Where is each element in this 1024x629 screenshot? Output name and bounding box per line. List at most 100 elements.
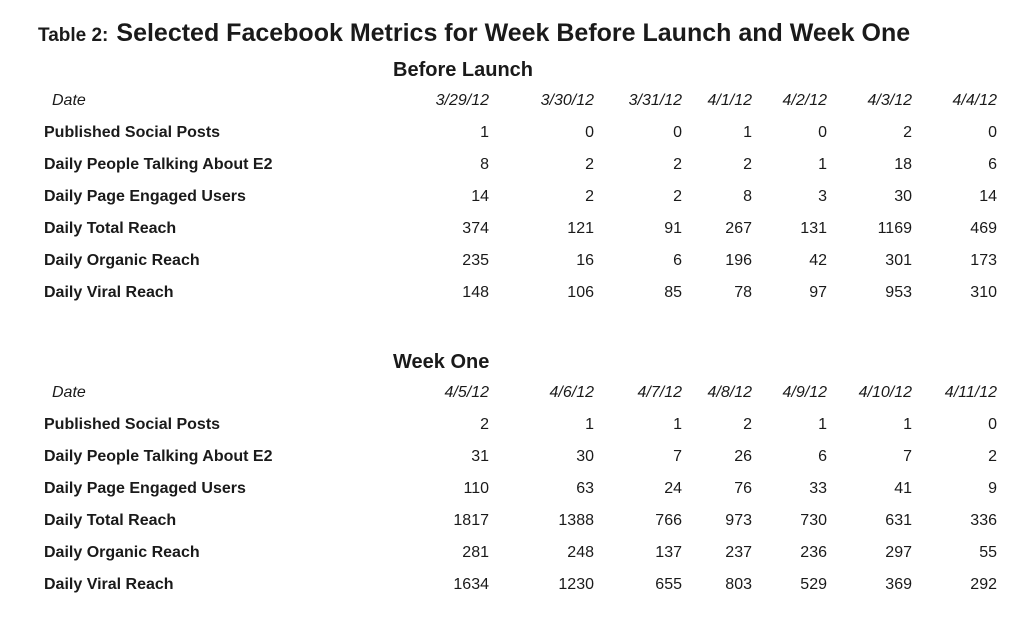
metric-value-cell: 7 [673,448,682,465]
metric-label: Published Social Posts [44,124,221,141]
table-section: Before Launch Date 3/29/12 3/30/12 3/31/12 4/… [38,55,1024,309]
date-header-cell: 4/3/12 [867,92,912,109]
date-header-cell: 3/29/12 [435,92,489,109]
date-header-cell: 4/2/12 [782,92,827,109]
metric-value-cell: 1 [818,416,827,433]
metric-value-cell: 235 [462,252,489,269]
metric-row: Daily Total Reach 374 121 91 267 131 1169 469 [38,213,997,245]
metric-value-cell: 803 [725,576,752,593]
metric-value-cell: 766 [655,512,682,529]
metric-value-cell: 8 [743,188,752,205]
metric-label: Daily Page Engaged Users [44,188,246,205]
metric-value-cell: 2 [743,156,752,173]
table-caption: Table 2: Selected Facebook Metrics for We… [38,12,1024,49]
date-header-cell: 4/4/12 [952,92,997,109]
metrics-table: Date 3/29/12 3/30/12 3/31/12 4/1/12 4/2/12 4/3… [38,85,997,309]
metric-value-cell: 2 [480,416,489,433]
metric-value-cell: 26 [734,448,752,465]
metric-row: Daily Total Reach 1817 1388 766 973 730 631 336 [38,505,997,537]
metric-value-cell: 85 [664,284,682,301]
metric-label: Daily Viral Reach [44,284,174,301]
date-header-cell: 4/5/12 [444,384,489,401]
metric-value-cell: 6 [988,156,997,173]
metric-value-cell: 248 [567,544,594,561]
metric-value-cell: 110 [463,480,489,497]
date-header-row: Date 3/29/12 3/30/12 3/31/12 4/1/12 4/2/12 4/3… [38,85,997,117]
metric-row: Daily Page Engaged Users 110 63 24 76 33 41 9 [38,473,997,505]
date-header-cell: 4/6/12 [549,384,594,401]
section-title: Week One [393,351,490,373]
metric-value-cell: 1169 [877,220,912,237]
metric-value-cell: 2 [585,156,594,173]
metric-value-cell: 6 [673,252,682,269]
metric-label: Daily Organic Reach [44,544,200,561]
metric-value-cell: 2 [673,156,682,173]
metric-value-cell: 63 [576,480,594,497]
metric-value-cell: 1 [673,416,682,433]
metric-label: Daily People Talking About E2 [44,448,273,465]
metric-value-cell: 2 [988,448,997,465]
date-header-cell: 4/1/12 [707,92,752,109]
metric-row: Published Social Posts 1 0 0 1 0 2 0 [38,117,997,149]
metric-value-cell: 2 [673,188,682,205]
date-header-cell: 4/11/12 [944,384,997,401]
metric-value-cell: 953 [885,284,912,301]
metric-value-cell: 31 [471,448,489,465]
metric-value-cell: 76 [734,480,752,497]
metric-row: Daily Organic Reach 235 16 6 196 42 301 173 [38,245,997,277]
metric-value-cell: 1817 [453,512,489,529]
metric-value-cell: 131 [800,220,827,237]
metric-value-cell: 973 [725,512,752,529]
metrics-table: Date 4/5/12 4/6/12 4/7/12 4/8/12 4/9/12 4/10/1… [38,377,997,601]
metric-value-cell: 55 [979,544,997,561]
metric-label: Daily Viral Reach [44,576,174,593]
metric-value-cell: 6 [818,448,827,465]
metric-value-cell: 7 [903,448,912,465]
metric-row: Daily Organic Reach 281 248 137 237 236 297 55 [38,537,997,569]
metric-value-cell: 148 [462,284,489,301]
metric-value-cell: 1 [818,156,827,173]
metric-row: Published Social Posts 2 1 1 2 1 1 0 [38,409,997,441]
date-header-cell: 4/8/12 [707,384,752,401]
date-header-cell: 3/30/12 [540,92,594,109]
metric-value-cell: 281 [462,544,489,561]
metric-label: Daily Total Reach [44,220,177,237]
metric-value-cell: 1230 [558,576,594,593]
metric-value-cell: 267 [725,220,752,237]
metric-value-cell: 336 [970,512,997,529]
metric-value-cell: 730 [800,512,827,529]
metric-value-cell: 0 [818,124,827,141]
metric-value-cell: 196 [725,252,752,269]
metric-value-cell: 16 [576,252,594,269]
section-title: Before Launch [393,59,534,81]
metric-value-cell: 655 [655,576,682,593]
metric-value-cell: 469 [970,220,997,237]
metric-value-cell: 310 [970,284,997,301]
metric-value-cell: 14 [979,188,997,205]
metric-value-cell: 14 [471,188,489,205]
metric-label: Daily Total Reach [44,512,177,529]
metric-value-cell: 91 [664,220,682,237]
metric-value-cell: 292 [970,576,997,593]
metric-value-cell: 97 [809,284,827,301]
metric-row: Daily People Talking About E2 31 30 7 26 6 7 2 [38,441,997,473]
metric-value-cell: 137 [655,544,682,561]
metric-value-cell: 9 [988,480,997,497]
metric-value-cell: 529 [800,576,827,593]
metric-label: Published Social Posts [44,416,221,433]
metric-value-cell: 42 [809,252,827,269]
date-header-cell: 4/10/12 [858,384,912,401]
metric-value-cell: 0 [988,416,997,433]
date-header-cell: 4/9/12 [782,384,827,401]
metric-value-cell: 121 [567,220,594,237]
metric-value-cell: 1 [585,416,594,433]
date-header-row: Date 4/5/12 4/6/12 4/7/12 4/8/12 4/9/12 4/10/1… [38,377,997,409]
table-section: Week One Date 4/5/12 4/6/12 4/7/12 4/8/12 4/9/… [38,347,1024,601]
metric-value-cell: 2 [743,416,752,433]
metric-row: Daily Page Engaged Users 14 2 2 8 3 30 14 [38,181,997,213]
date-column-label: Date [52,384,86,401]
metric-value-cell: 106 [567,284,594,301]
metric-value-cell: 78 [734,284,752,301]
date-header-cell: 4/7/12 [637,384,682,401]
table-caption-prefix: Table 2: [38,25,109,46]
